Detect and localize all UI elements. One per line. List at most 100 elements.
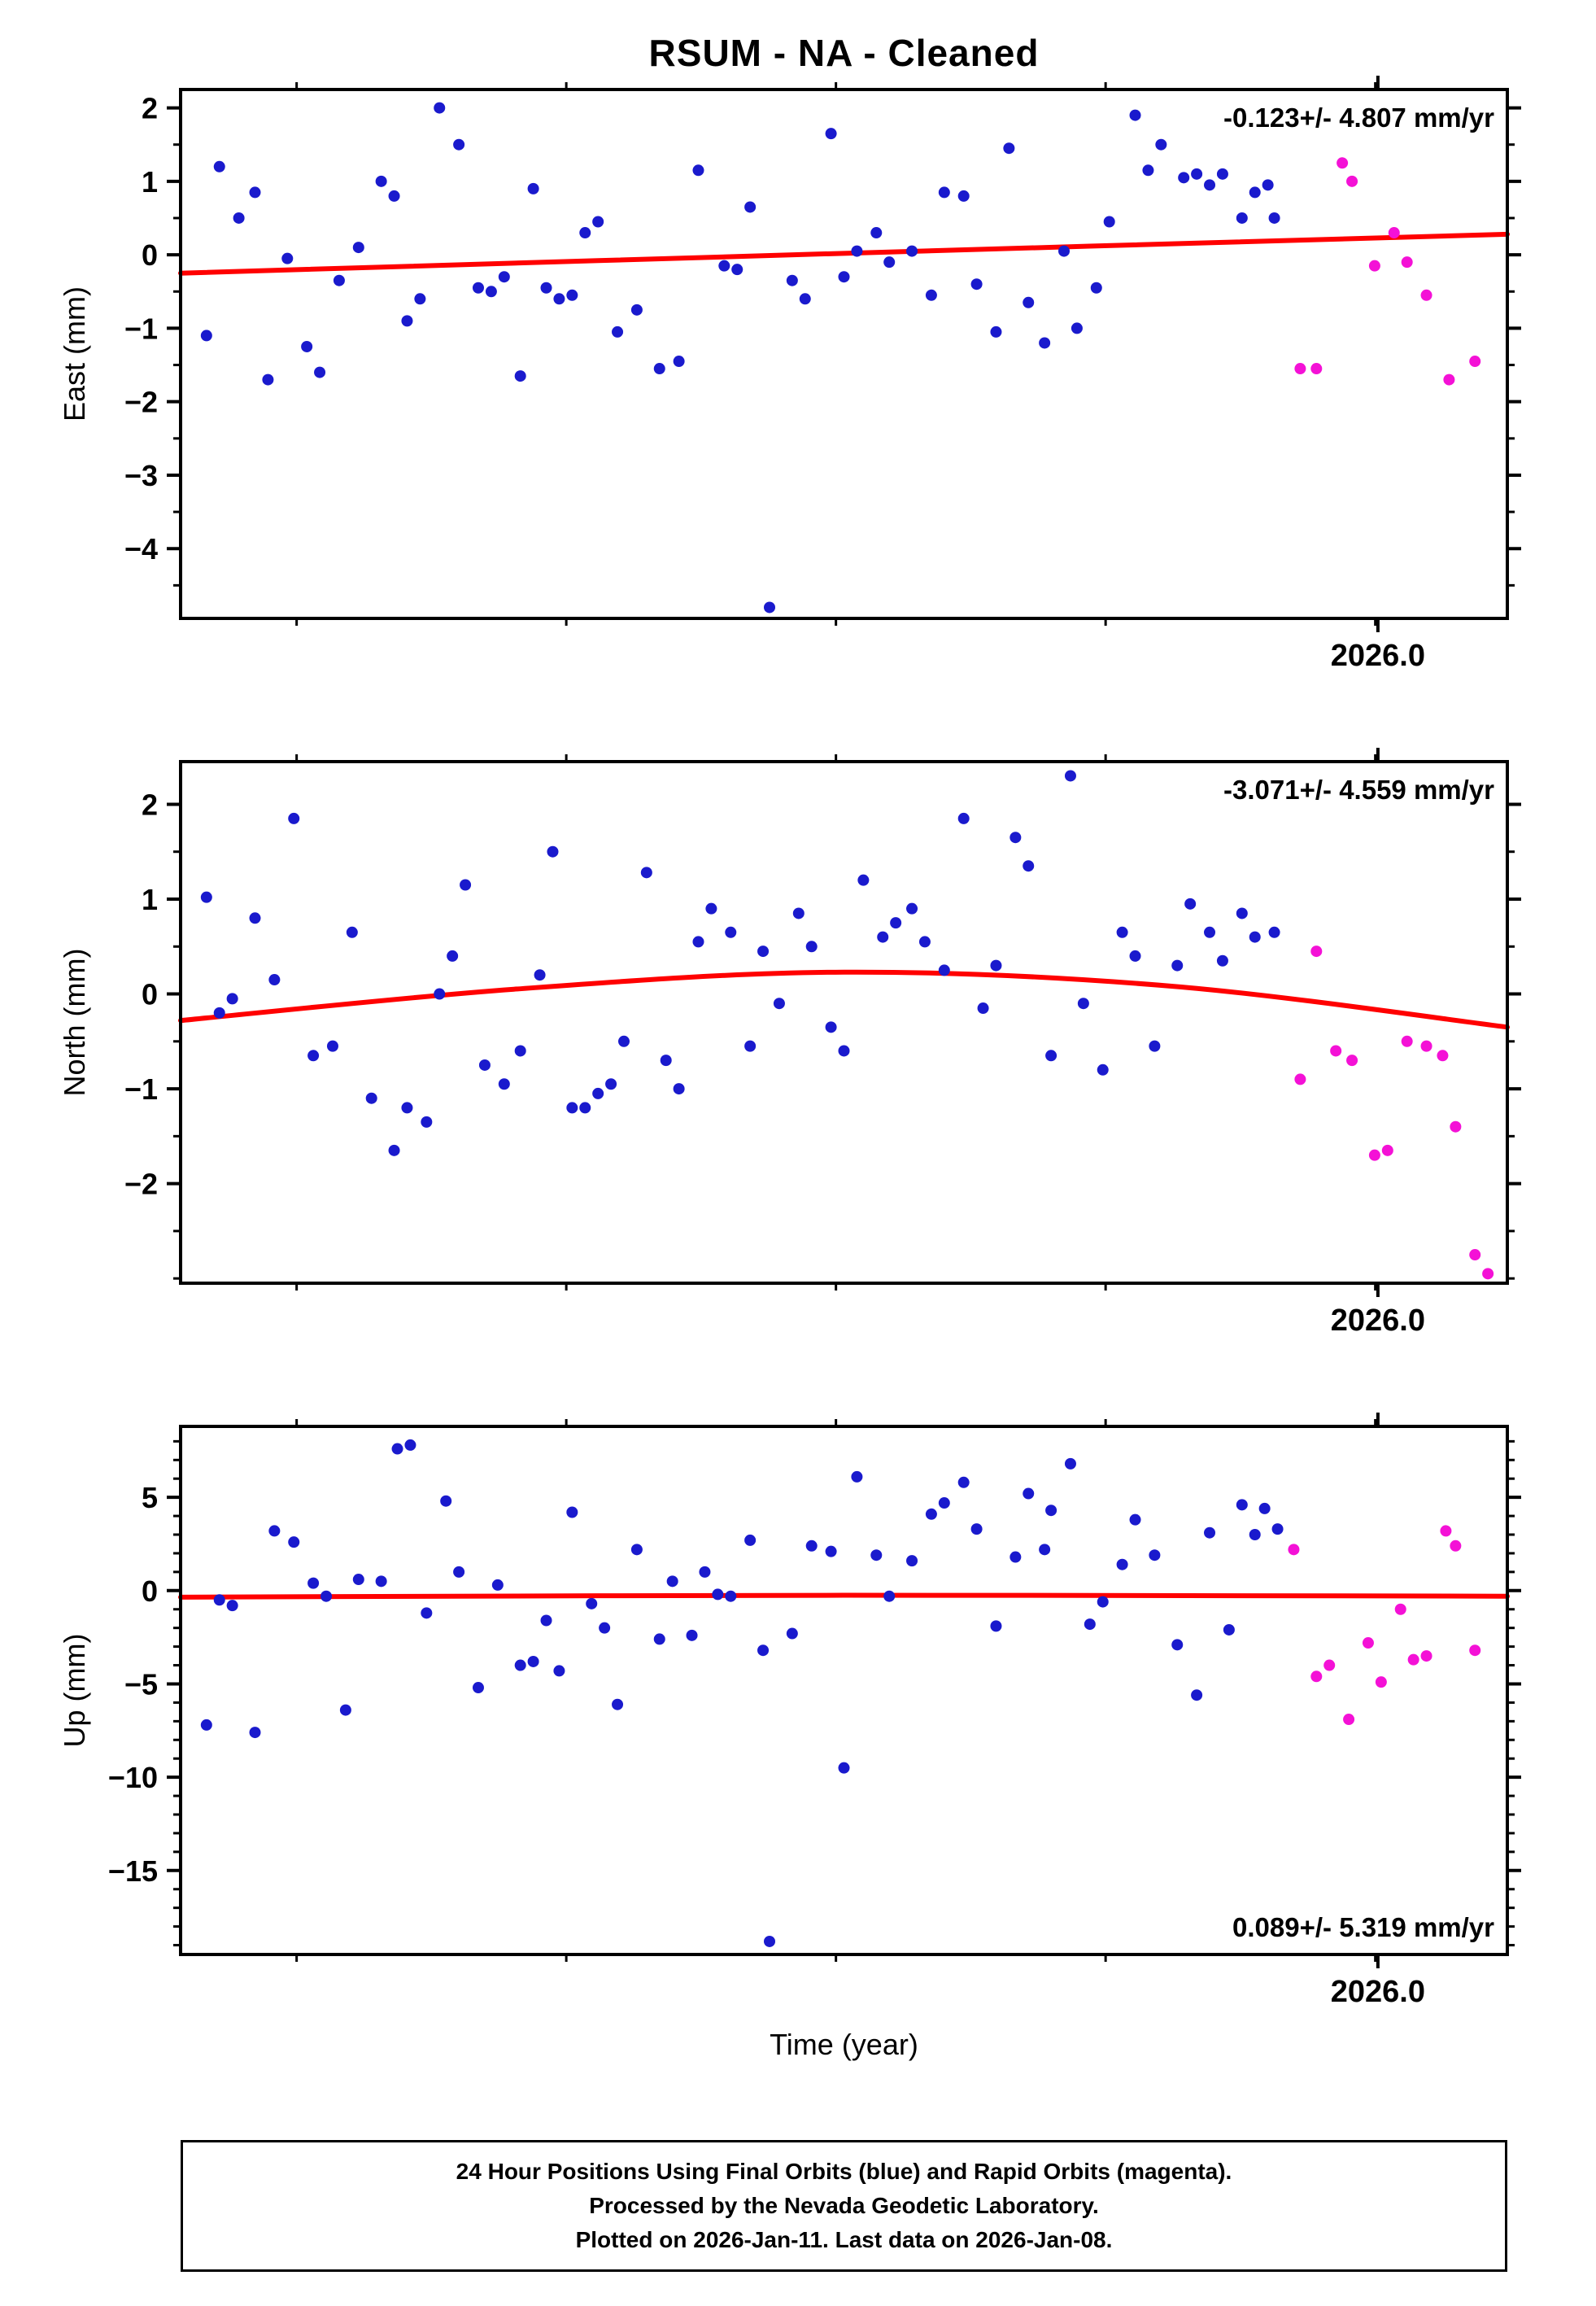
x-tick-label: 2026.0 — [1331, 639, 1425, 673]
panel-frame — [179, 88, 1509, 620]
data-point — [1204, 179, 1216, 191]
data-point — [1023, 1487, 1035, 1500]
data-point — [673, 356, 685, 368]
data-point — [890, 917, 902, 929]
x-tick-label: 2026.0 — [1331, 1304, 1425, 1338]
data-point — [534, 969, 546, 981]
data-point — [838, 1045, 850, 1057]
rate-annotation: -0.123+/- 4.807 mm/yr — [1223, 103, 1494, 133]
y-tick-label: 0 — [142, 1574, 158, 1608]
data-point — [1337, 157, 1349, 169]
data-point — [1045, 1505, 1057, 1517]
data-point — [352, 1574, 364, 1586]
footer-line-lab: Processed by the Nevada Geodetic Laborat… — [589, 2193, 1099, 2218]
data-point — [1090, 282, 1102, 294]
footer-line-orbits: 24 Hour Positions Using Final Orbits (bl… — [456, 2159, 1232, 2184]
data-point — [249, 1727, 261, 1739]
data-point — [612, 1698, 624, 1710]
data-point — [1310, 1671, 1323, 1683]
data-point — [249, 186, 261, 199]
data-point — [925, 289, 937, 301]
data-point — [805, 941, 818, 953]
data-point — [1469, 1249, 1481, 1261]
data-point — [268, 1525, 281, 1537]
data-point — [321, 1590, 333, 1602]
data-point — [1236, 907, 1248, 919]
final-orbits-points — [200, 770, 1280, 1156]
data-point — [851, 1470, 863, 1483]
data-point — [725, 926, 737, 938]
y-tick-label: 2 — [142, 788, 158, 821]
trend-line — [178, 231, 1510, 276]
final-orbits-points — [200, 102, 1280, 614]
data-point — [421, 1607, 433, 1619]
data-point — [1236, 212, 1248, 224]
data-point — [938, 1497, 950, 1509]
data-point — [1346, 175, 1358, 187]
data-point — [838, 1762, 850, 1774]
data-point — [857, 874, 870, 886]
data-point — [825, 1021, 837, 1033]
data-point — [1077, 998, 1089, 1010]
data-point — [514, 1659, 526, 1671]
trend-line — [178, 969, 1510, 1030]
data-point — [1116, 1558, 1128, 1570]
data-point — [1171, 1639, 1184, 1651]
data-point — [1249, 931, 1261, 943]
data-point — [579, 1102, 591, 1114]
data-point — [200, 1719, 212, 1731]
data-point — [925, 1508, 937, 1520]
data-point — [1191, 168, 1203, 180]
data-point — [472, 1682, 484, 1694]
data-point — [673, 1083, 685, 1095]
data-point — [414, 293, 426, 305]
data-point — [440, 1495, 452, 1507]
x-axis-title: Time (year) — [770, 2028, 918, 2061]
data-point — [938, 964, 950, 976]
data-point — [1420, 1650, 1432, 1662]
data-point — [877, 931, 889, 943]
data-point — [498, 1078, 510, 1090]
data-point — [388, 1144, 400, 1156]
data-point — [692, 164, 704, 177]
y-tick-label: 5 — [142, 1481, 158, 1514]
data-point — [825, 1545, 837, 1557]
data-point — [200, 330, 212, 342]
data-point — [1443, 373, 1455, 386]
panel-up: 5 0 −5 −10 −15 2026.0 0.089+/- 5.319 mm/yr Up (… — [58, 1413, 1521, 2009]
data-point — [1003, 142, 1015, 155]
data-point — [1420, 289, 1432, 301]
data-point — [870, 1549, 883, 1561]
data-point — [434, 102, 446, 114]
data-point — [333, 274, 345, 286]
data-point — [1346, 1055, 1358, 1067]
rapid-orbits-points — [1294, 946, 1494, 1280]
data-point — [825, 128, 837, 140]
data-point — [938, 186, 950, 199]
rapid-orbits-points — [1288, 1525, 1481, 1726]
data-point — [472, 282, 484, 294]
data-point — [401, 1102, 413, 1114]
data-point — [566, 289, 578, 301]
data-point — [1039, 1544, 1051, 1556]
data-point — [640, 867, 652, 879]
y-tick-label: −3 — [124, 459, 158, 492]
data-point — [491, 1579, 504, 1591]
data-point — [630, 304, 643, 316]
data-point — [262, 373, 274, 386]
data-point — [1268, 212, 1280, 224]
data-point — [977, 1002, 989, 1015]
data-point — [957, 190, 970, 202]
data-point — [1149, 1549, 1161, 1561]
data-point — [213, 1007, 225, 1019]
y-tick-label: −5 — [124, 1667, 158, 1701]
data-point — [592, 216, 604, 228]
data-point — [1368, 1149, 1380, 1161]
data-point — [744, 1534, 757, 1546]
data-point — [786, 274, 798, 286]
data-point — [1216, 168, 1228, 180]
data-point — [233, 212, 245, 224]
y-tick-label: −10 — [108, 1761, 158, 1794]
y-axis-title: Up (mm) — [58, 1634, 91, 1748]
